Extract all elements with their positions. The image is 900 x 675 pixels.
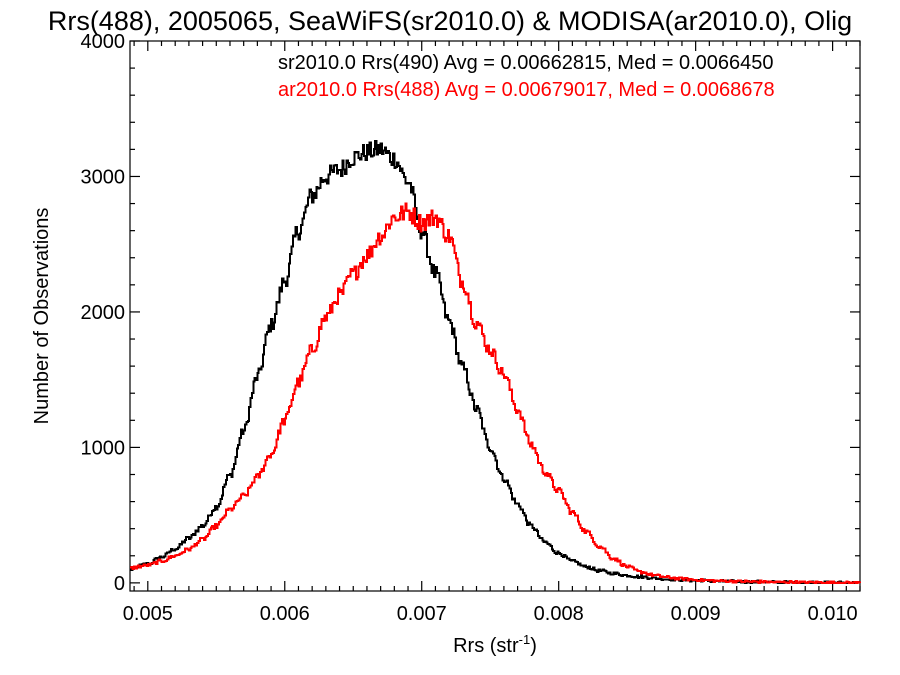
y-tick-label: 1000	[81, 437, 126, 459]
x-tick-label: 0.010	[808, 603, 858, 625]
x-axis-label-end: )	[530, 635, 537, 657]
x-tick-label: 0.007	[397, 603, 447, 625]
plot-area	[130, 140, 861, 584]
x-axis: 0.005 0.006 0.007 0.008 0.009 0.010	[123, 41, 861, 625]
legend-entry-red: ar2010.0 Rrs(488) Avg = 0.00679017, Med …	[278, 79, 775, 101]
y-tick-label: 2000	[81, 302, 126, 324]
chart-title: Rrs(488), 2005065, SeaWiFS(sr2010.0) & M…	[48, 6, 852, 36]
x-tick-label: 0.006	[260, 603, 310, 625]
plot-frame	[129, 40, 861, 592]
x-axis-label-sup: -1	[519, 632, 531, 647]
y-axis-label: Number of Observations	[31, 208, 53, 425]
x-tick-label: 0.008	[534, 603, 584, 625]
x-axis-label-main: Rrs (str	[453, 635, 519, 657]
x-axis-label: Rrs (str-1)	[453, 632, 537, 657]
x-tick-label: 0.009	[671, 603, 721, 625]
y-tick-label: 4000	[81, 31, 126, 53]
x-tick-label: 0.005	[123, 603, 173, 625]
series-line-1	[130, 202, 861, 584]
y-tick-label: 0	[114, 573, 125, 595]
y-axis: 0 1000 2000 3000 4000	[81, 31, 860, 595]
y-tick-label: 3000	[81, 166, 126, 188]
legend-entry-black: sr2010.0 Rrs(490) Avg = 0.00662815, Med …	[278, 52, 774, 74]
